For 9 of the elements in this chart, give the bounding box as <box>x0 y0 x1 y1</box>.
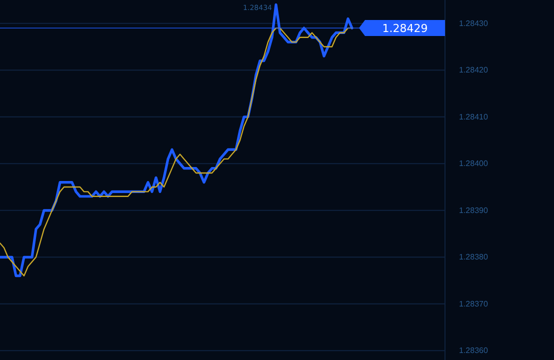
ref-line-label: 1.28429 <box>382 22 428 35</box>
y-tick-label: 1.28410 <box>459 112 488 122</box>
y-tick-label: 1.28400 <box>459 159 488 168</box>
y-tick-label: 1.28370 <box>459 299 488 308</box>
y-tick-label: 1.28420 <box>459 66 488 75</box>
y-tick-label: 1.28380 <box>459 252 488 262</box>
y-tick-label: 1.28430 <box>459 18 488 28</box>
y-tick-label: 1.28390 <box>459 206 488 215</box>
y-tick-label: 1.28360 <box>459 346 488 356</box>
